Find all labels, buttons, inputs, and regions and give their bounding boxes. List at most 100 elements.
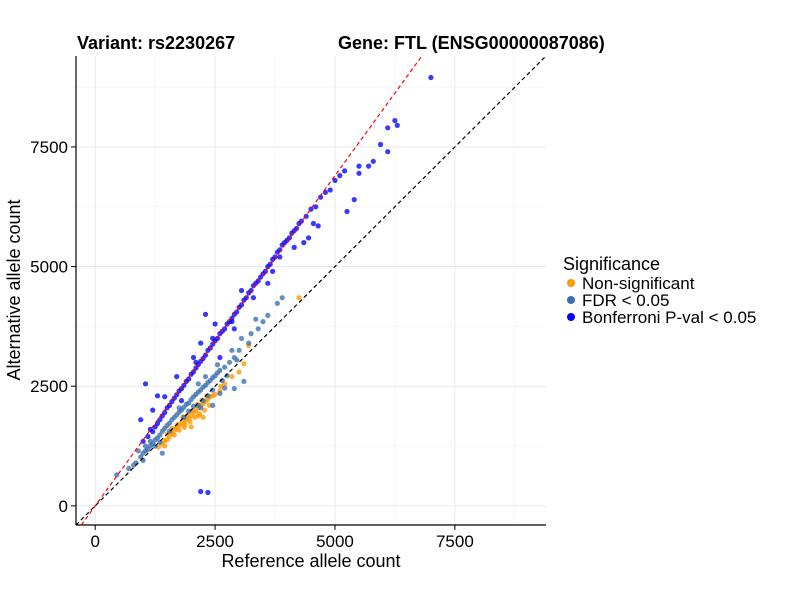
data-point (176, 405, 182, 411)
chart-title-variant: Variant: rs2230267 (77, 33, 235, 53)
data-point (231, 386, 237, 392)
legend-title: Significance (563, 254, 660, 274)
legend-label: FDR < 0.05 (582, 291, 669, 310)
data-point (248, 331, 254, 337)
data-point (150, 407, 156, 413)
data-point (212, 321, 218, 327)
data-point (181, 382, 187, 388)
y-tick-label: 0 (59, 497, 68, 516)
data-point (250, 295, 256, 301)
data-point (337, 173, 343, 179)
x-tick-label: 0 (90, 532, 99, 551)
series-non-significant (155, 295, 302, 450)
data-point (226, 359, 233, 365)
data-point (277, 254, 283, 260)
data-point (332, 177, 338, 183)
data-point (313, 204, 319, 210)
data-point (195, 413, 201, 419)
data-point (145, 433, 151, 440)
data-point (198, 340, 204, 346)
data-point (219, 377, 225, 384)
data-point (212, 391, 218, 397)
x-axis-ticks: 0 2500 5000 7500 (90, 525, 474, 551)
data-point (377, 141, 384, 148)
data-point (234, 357, 240, 363)
data-point (310, 220, 316, 227)
data-point (322, 189, 328, 195)
data-point (279, 295, 285, 301)
data-point (298, 218, 304, 224)
data-point (318, 194, 324, 200)
data-point (186, 376, 192, 382)
data-point (186, 408, 192, 414)
data-point (171, 432, 177, 438)
data-point (231, 326, 237, 332)
data-point (174, 374, 180, 380)
data-point (157, 417, 163, 423)
data-point (135, 448, 141, 454)
data-point (351, 197, 357, 203)
data-point (370, 158, 376, 164)
data-point (190, 403, 197, 409)
data-point (327, 187, 333, 193)
data-point (157, 439, 163, 445)
data-point (187, 419, 193, 425)
data-point (190, 354, 197, 361)
axes (75, 56, 546, 526)
x-tick-label: 5000 (316, 532, 354, 551)
data-point (138, 417, 144, 423)
data-point (202, 374, 209, 380)
legend-label: Bonferroni P-val < 0.05 (582, 308, 756, 327)
data-point (246, 340, 252, 346)
data-point (385, 149, 391, 155)
y-axis-title: Alternative allele count (4, 199, 24, 380)
legend-marker (567, 296, 575, 304)
data-point (296, 295, 302, 301)
series-bonferroni-p-val-0-05 (138, 74, 434, 496)
data-point (175, 421, 181, 428)
data-point (217, 354, 223, 361)
data-point (224, 373, 230, 379)
legend-marker (567, 313, 575, 321)
data-point (202, 311, 209, 317)
data-point (270, 268, 276, 274)
data-point (315, 223, 321, 229)
data-point (229, 347, 235, 353)
data-point (198, 488, 204, 495)
data-point (222, 385, 228, 391)
data-point (157, 432, 163, 438)
data-point (131, 462, 137, 468)
data-point (255, 326, 261, 332)
data-point (193, 359, 199, 365)
data-point (198, 405, 204, 411)
data-point (274, 300, 280, 306)
reference-lines (75, 55, 547, 526)
data-point (385, 125, 391, 131)
data-point (174, 392, 180, 398)
data-point (241, 378, 247, 384)
data-point (176, 427, 182, 433)
data-point (190, 369, 197, 375)
data-point (236, 369, 242, 375)
data-point (154, 393, 161, 399)
data-point (202, 352, 209, 358)
data-point (181, 424, 187, 430)
data-point (342, 168, 348, 174)
data-point (344, 208, 350, 215)
data-point (162, 394, 168, 400)
data-point (178, 398, 185, 404)
data-point (229, 374, 235, 380)
data-point (392, 118, 398, 124)
data-point (253, 316, 259, 322)
data-point (306, 235, 312, 241)
y-axis-ticks: 0 2500 5000 7500 (30, 138, 76, 516)
legend-marker (567, 279, 575, 287)
y-tick-label: 2500 (30, 377, 68, 396)
data-point (126, 465, 132, 472)
x-axis-title: Reference allele count (221, 551, 400, 571)
data-point (195, 381, 201, 387)
data-point (210, 387, 216, 393)
